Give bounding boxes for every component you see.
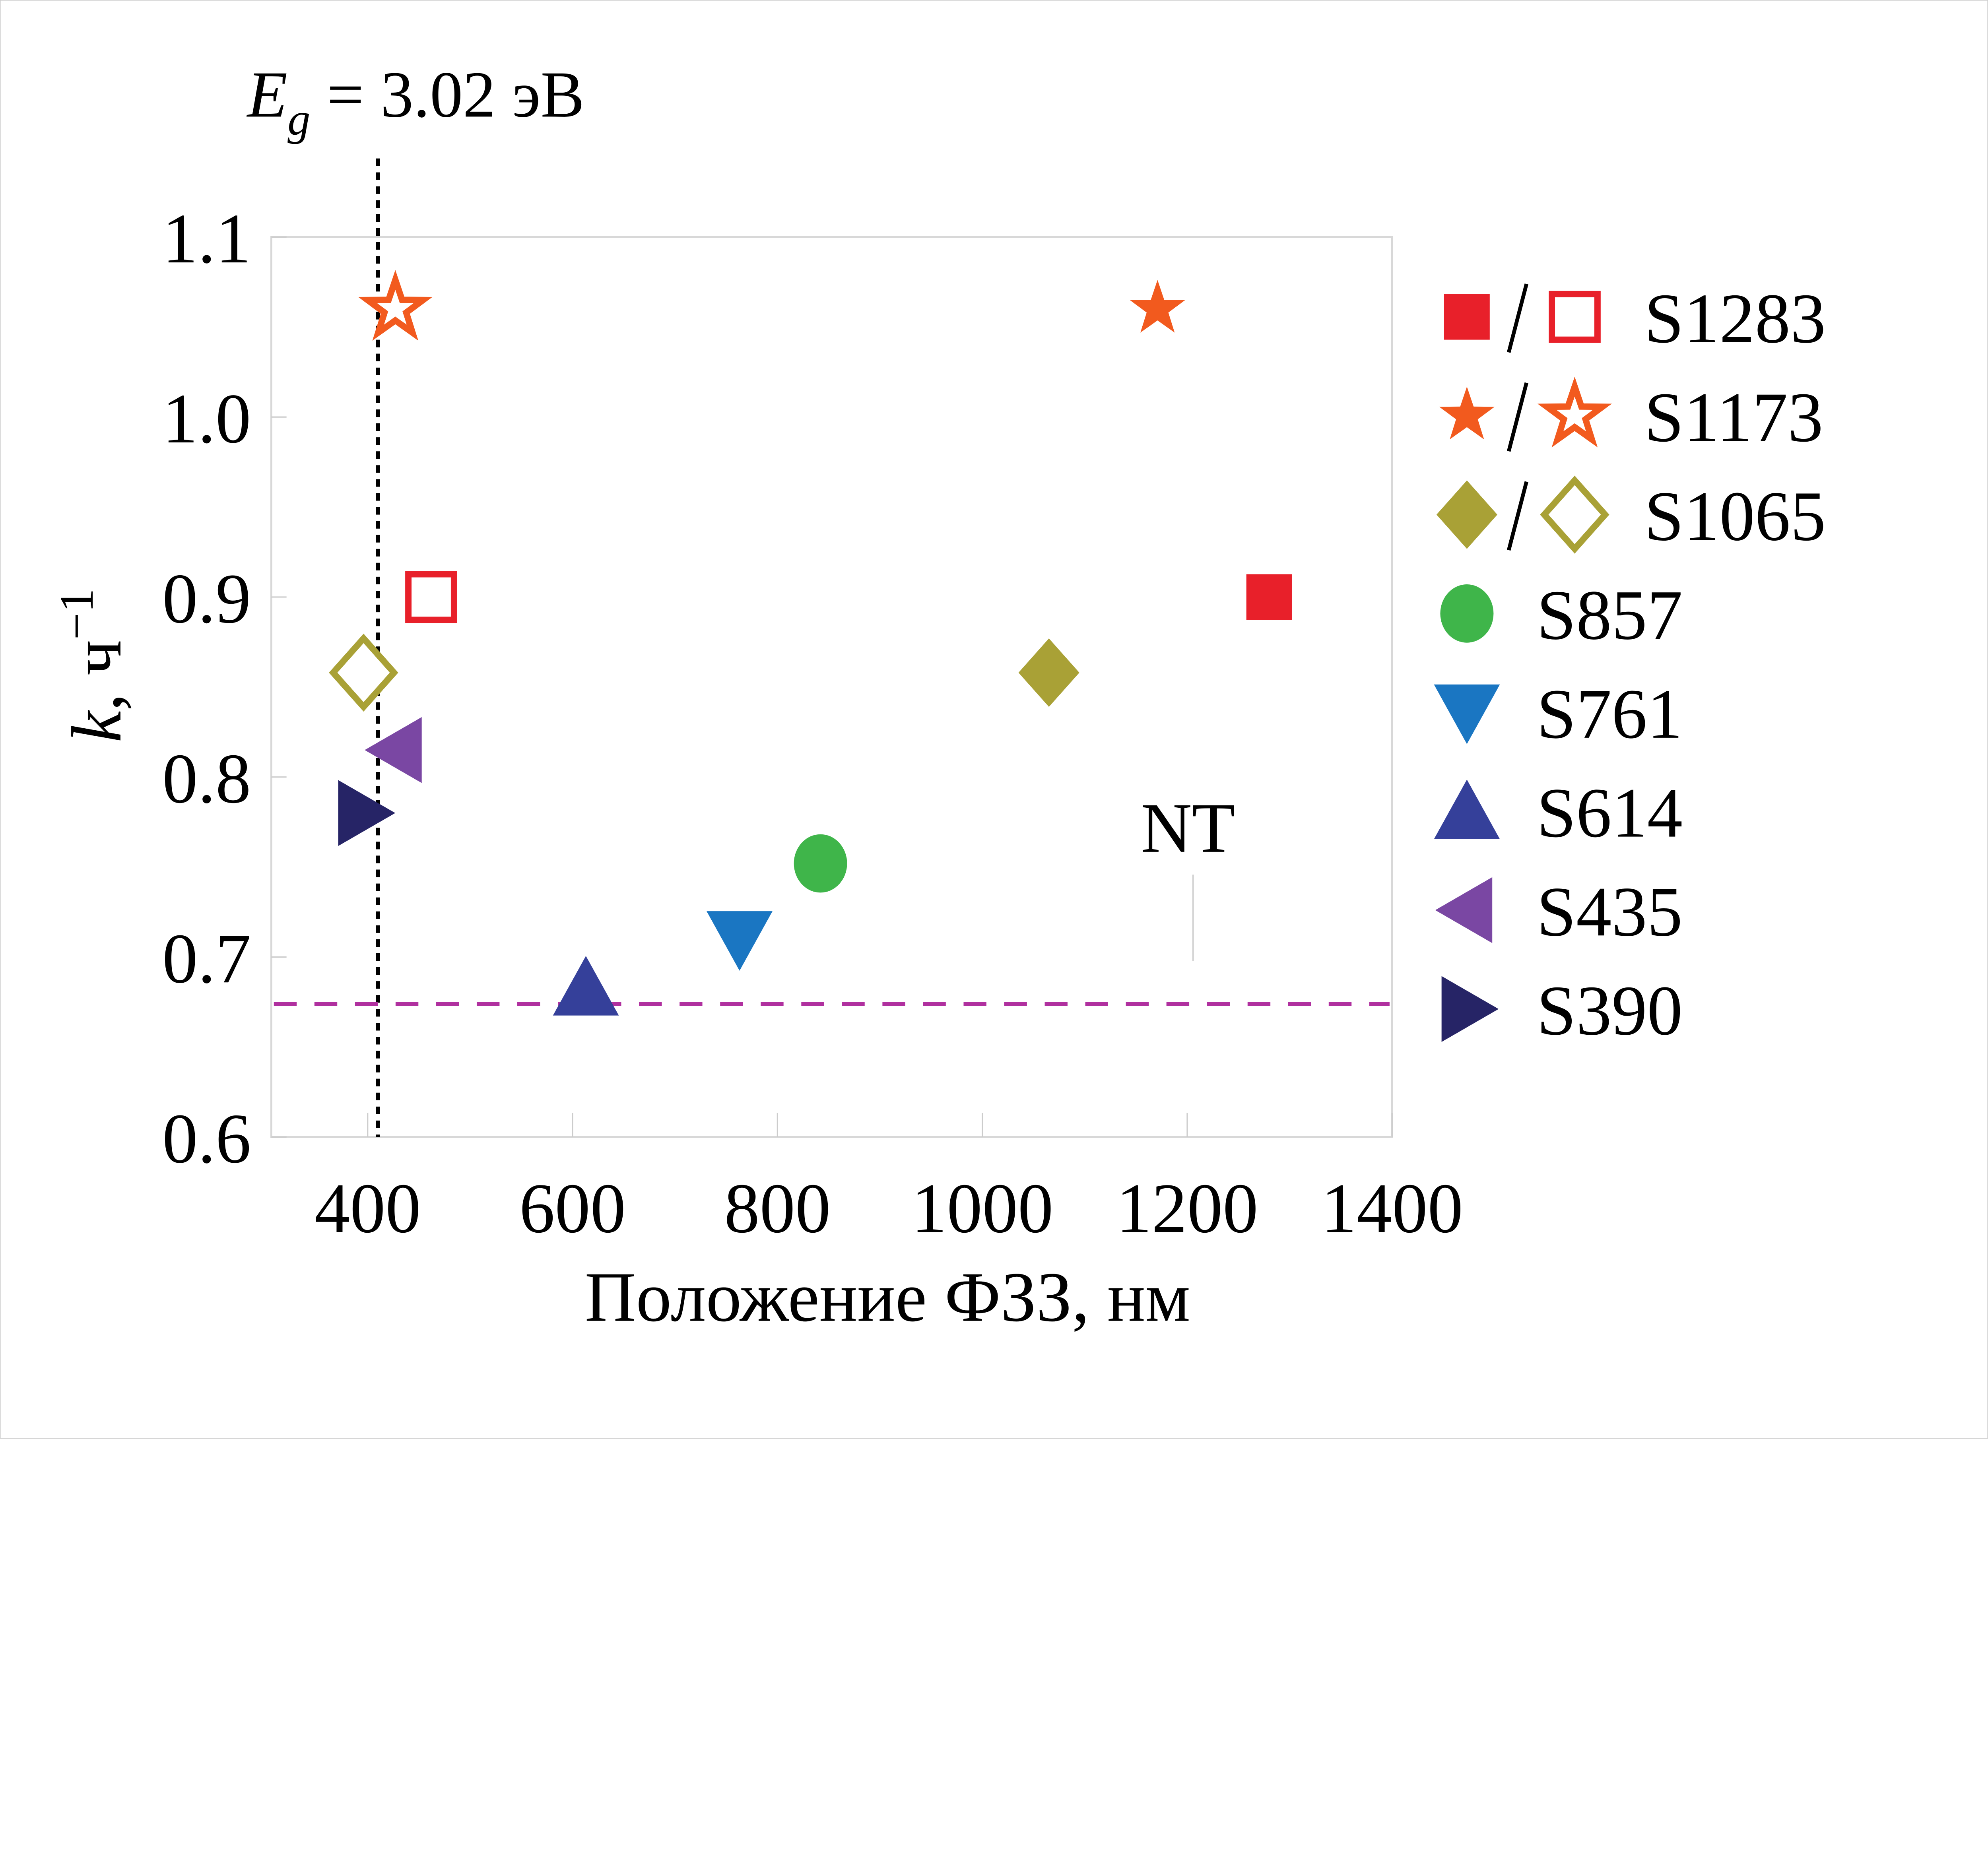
legend-slash: [1507, 481, 1528, 551]
legend-label: S761: [1537, 675, 1683, 753]
background: [0, 0, 1988, 1439]
y-tick-label: 0.9: [162, 559, 251, 638]
x-tick-label: 600: [519, 1169, 626, 1247]
legend-item-s390: S390: [1441, 971, 1683, 1050]
axis-ticks: 400 600 800 1000 1200 1400 0.6 0.7 0.8 0.9 1.0 1.1: [162, 199, 1463, 1247]
y-tick-label: 1.0: [162, 379, 251, 458]
legend-marker: [1435, 877, 1493, 943]
legend-marker-filled: [1439, 386, 1495, 440]
legend-marker: [1440, 584, 1494, 643]
chart-title: Eg = 3.02 эВ: [247, 58, 584, 144]
data-point-s1065-open: [329, 633, 398, 712]
legend-label: S1283: [1644, 279, 1826, 358]
y-tick-label: 0.7: [162, 919, 251, 998]
x-tick-label: 400: [315, 1169, 421, 1247]
legend-slash: [1507, 382, 1528, 452]
reference-lines: [274, 158, 1390, 1137]
legend-label: S435: [1537, 872, 1683, 951]
legend-marker-open: [1537, 376, 1612, 448]
x-tick-label: 1200: [1116, 1169, 1258, 1247]
legend-label: S1065: [1644, 477, 1826, 555]
legend-marker: [1441, 976, 1499, 1042]
legend-label: S857: [1537, 576, 1683, 654]
data-point-s1173-filled: [1130, 280, 1185, 333]
y-tick-label: 0.6: [162, 1099, 251, 1178]
legend-label: S614: [1537, 774, 1683, 852]
data-point-s1283-filled: [1246, 574, 1292, 620]
legend: S1283 S1173 S1065 S857 S761 S614 S435 S390: [1434, 279, 1826, 1050]
legend-marker-open: [1549, 291, 1601, 343]
plot-frame: [270, 236, 1393, 1138]
legend-item-s1173: S1173: [1439, 376, 1823, 457]
data-point-s761-filled: [707, 911, 773, 971]
data-point-s1173-open: [358, 270, 433, 341]
y-tick-label: 1.1: [162, 199, 251, 278]
data-point-s1283-open: [405, 571, 457, 623]
x-tick-label: 800: [724, 1169, 831, 1247]
x-tick-label: 1000: [911, 1169, 1053, 1247]
y-axis-label: k, ч−1: [50, 588, 136, 742]
legend-item-s857: S857: [1440, 576, 1683, 654]
legend-item-s614: S614: [1434, 774, 1683, 852]
legend-label: S1173: [1644, 378, 1823, 457]
y-tick-label: 0.8: [162, 739, 251, 818]
legend-marker: [1434, 780, 1500, 839]
legend-marker-open: [1540, 475, 1609, 554]
legend-marker: [1434, 684, 1500, 744]
legend-item-s761: S761: [1434, 675, 1683, 753]
x-tick-label: 1400: [1321, 1169, 1463, 1247]
data-point-s857-filled: [794, 834, 847, 893]
legend-item-s1283: S1283: [1444, 279, 1826, 358]
scatter-chart: Eg = 3.02 эВ 400 600 800 1000 1200 1400 0.6 0.7…: [0, 0, 1988, 1439]
legend-label: S390: [1537, 971, 1683, 1050]
x-axis-label: Положение ФЗЗ, нм: [585, 1258, 1190, 1336]
data-point-s435-filled: [365, 717, 422, 783]
legend-slash: [1507, 283, 1528, 353]
data-point-s390-filled: [338, 780, 396, 846]
nt-annotation: NT: [1141, 789, 1235, 867]
data-point-s614-filled: [553, 956, 619, 1016]
legend-item-s435: S435: [1435, 872, 1683, 951]
legend-marker-filled: [1444, 294, 1490, 340]
